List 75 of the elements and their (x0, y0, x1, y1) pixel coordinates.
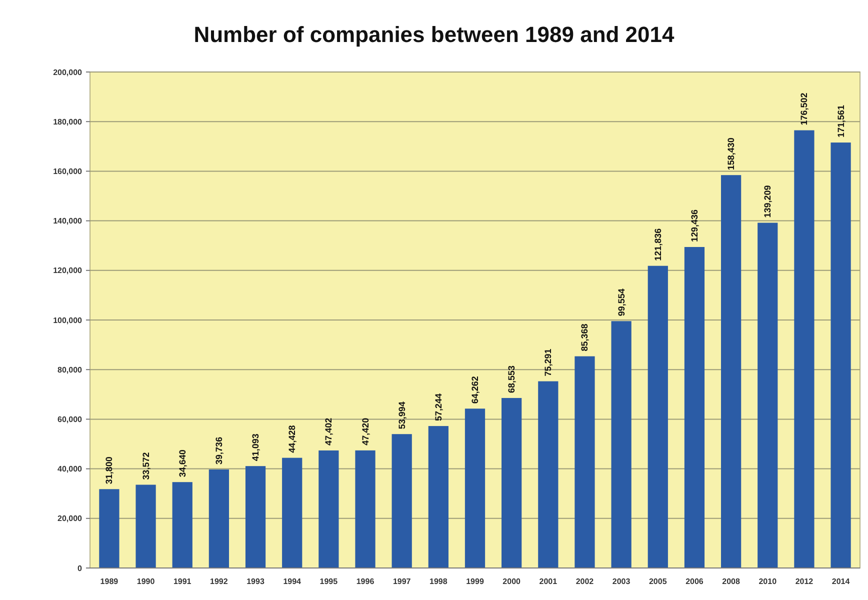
x-tick-label: 1994 (283, 577, 302, 586)
chart-title: Number of companies between 1989 and 2014 (194, 22, 676, 47)
data-label: 75,291 (543, 348, 554, 376)
bar (208, 469, 230, 568)
y-tick-label: 20,000 (58, 514, 83, 524)
data-label: 158,430 (726, 138, 736, 170)
bar (355, 450, 376, 568)
x-tick-label: 1997 (392, 577, 412, 586)
x-tick-label: 2006 (686, 577, 704, 586)
bar (611, 321, 632, 568)
x-tick-label: 2002 (576, 577, 594, 586)
x-tick-label: 2010 (758, 577, 778, 586)
x-tick-label: 2003 (612, 577, 631, 586)
data-label: 47,420 (360, 418, 370, 446)
data-label: 99,554 (616, 288, 626, 316)
bar (428, 426, 448, 568)
data-label: 41,093 (250, 434, 261, 462)
data-label: 53,994 (396, 402, 407, 430)
x-tick-label: 2001 (539, 577, 558, 586)
x-tick-label: 2008 (722, 577, 741, 586)
y-tick-label: 60,000 (58, 415, 83, 424)
y-tick-label: 160,000 (53, 167, 83, 176)
bar (245, 466, 266, 568)
data-label: 68,553 (506, 365, 517, 393)
bar (538, 381, 558, 568)
data-label: 47,402 (324, 418, 334, 446)
x-tick-label: 2000 (502, 577, 522, 586)
x-tick-label: 2012 (795, 577, 814, 586)
x-tick-label: 1996 (356, 577, 375, 586)
bar (830, 142, 851, 568)
y-tick-label: 100,000 (53, 316, 83, 325)
x-tick-label: 1999 (466, 577, 484, 586)
bar (574, 356, 595, 568)
x-tick-label: 2014 (832, 577, 850, 586)
y-tick-label: 200,000 (53, 68, 83, 77)
data-label: 64,262 (470, 376, 480, 404)
x-tick-label: 1992 (210, 577, 228, 586)
data-label: 85,368 (580, 324, 590, 352)
x-tick-label: 1989 (100, 577, 119, 586)
bar (136, 484, 156, 568)
data-label: 39,736 (214, 436, 224, 464)
bar (648, 266, 668, 568)
data-label: 34,640 (177, 450, 188, 478)
y-tick-label: 80,000 (58, 365, 83, 374)
bar (318, 450, 339, 568)
x-tick-label: 1991 (173, 577, 192, 586)
x-tick-label: 1990 (136, 577, 156, 586)
data-label: 33,572 (140, 452, 151, 480)
bar (502, 398, 522, 568)
y-tick-label: 140,000 (53, 216, 83, 226)
y-tick-label: 40,000 (58, 464, 83, 474)
y-tick-label: 120,000 (53, 266, 83, 276)
bar (794, 130, 814, 568)
bar (758, 222, 778, 568)
y-tick-label: 180,000 (53, 117, 83, 126)
bar (172, 482, 192, 568)
bar (392, 434, 412, 568)
x-tick-label: 1995 (320, 577, 338, 586)
x-tick-label: 1993 (246, 577, 265, 586)
bar (464, 408, 486, 568)
data-label: 121,836 (652, 228, 663, 261)
data-label: 57,244 (433, 394, 444, 422)
bar (721, 175, 742, 568)
y-tick-label: 0 (78, 564, 83, 573)
bar (99, 489, 120, 568)
data-label: 129,436 (689, 209, 700, 242)
data-label: 171,561 (836, 104, 846, 138)
x-tick-label: 2005 (649, 577, 668, 586)
bar (684, 247, 705, 568)
data-label: 44,428 (287, 425, 298, 453)
bar (282, 458, 302, 568)
x-tick-label: 1998 (430, 577, 448, 586)
data-label: 31,800 (104, 456, 114, 484)
data-label: 139,209 (762, 185, 773, 218)
data-label: 176,502 (799, 92, 810, 126)
